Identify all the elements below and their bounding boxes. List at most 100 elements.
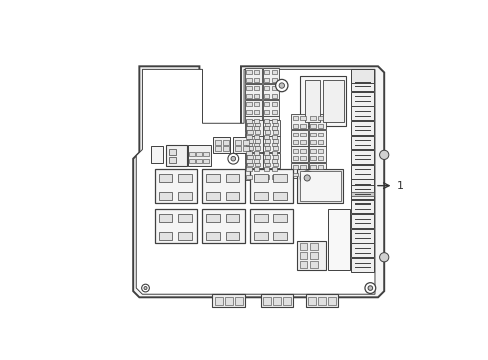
Bar <box>292 124 297 128</box>
Bar <box>264 119 269 122</box>
Bar <box>254 94 259 98</box>
Bar <box>254 163 260 166</box>
Bar <box>264 151 269 155</box>
Bar <box>273 174 286 182</box>
Bar <box>297 169 343 203</box>
Bar <box>246 147 252 150</box>
Bar <box>317 172 323 176</box>
Bar <box>246 167 251 171</box>
Bar <box>350 165 373 179</box>
Bar <box>206 232 220 239</box>
Bar <box>297 241 326 270</box>
Bar <box>264 86 269 90</box>
Bar <box>246 155 252 159</box>
Bar <box>299 252 306 259</box>
Bar <box>350 180 373 193</box>
Circle shape <box>300 171 313 185</box>
Bar <box>196 152 202 156</box>
Bar <box>292 172 297 176</box>
Bar <box>271 78 277 82</box>
Bar <box>244 84 261 99</box>
Bar <box>244 149 261 164</box>
Bar <box>299 243 306 249</box>
Bar <box>327 209 349 270</box>
Circle shape <box>279 83 284 88</box>
Bar <box>300 149 305 153</box>
Circle shape <box>275 80 287 92</box>
Bar <box>254 159 259 163</box>
Bar <box>317 149 323 153</box>
Bar <box>310 149 315 153</box>
Bar <box>264 167 269 171</box>
Bar <box>271 151 277 155</box>
Bar <box>264 103 269 106</box>
Circle shape <box>230 156 235 161</box>
Bar <box>310 243 317 249</box>
Bar <box>350 92 373 105</box>
Bar <box>246 94 251 98</box>
Bar <box>264 159 269 163</box>
Bar <box>305 294 337 307</box>
Bar <box>350 136 373 149</box>
Circle shape <box>379 253 388 262</box>
Bar <box>273 297 281 305</box>
Bar <box>178 192 191 199</box>
Bar <box>350 258 373 272</box>
Bar <box>242 147 248 151</box>
Bar <box>244 132 261 148</box>
Bar <box>264 139 270 143</box>
Bar <box>264 130 270 134</box>
Bar <box>272 163 277 166</box>
Bar <box>271 110 277 114</box>
Bar <box>264 110 269 114</box>
Bar <box>225 232 239 239</box>
Bar <box>292 165 297 169</box>
Bar <box>350 121 373 135</box>
Bar <box>264 70 269 74</box>
Bar <box>317 116 323 120</box>
Bar <box>262 132 279 148</box>
Bar <box>158 232 172 239</box>
Bar <box>300 124 305 128</box>
Bar <box>317 165 323 169</box>
Polygon shape <box>136 69 374 294</box>
Bar <box>264 126 269 130</box>
Bar <box>317 156 323 160</box>
Bar <box>254 192 267 199</box>
Bar <box>310 156 315 160</box>
Bar <box>250 209 292 243</box>
Bar <box>262 100 279 116</box>
Bar <box>271 135 277 139</box>
Bar <box>246 70 251 74</box>
Circle shape <box>304 175 310 181</box>
Circle shape <box>379 150 388 159</box>
Bar <box>310 116 315 120</box>
Bar <box>292 140 297 144</box>
Bar <box>283 297 290 305</box>
Bar <box>273 232 286 239</box>
Bar <box>310 132 315 136</box>
Bar <box>308 130 325 145</box>
Bar <box>206 214 220 222</box>
Bar <box>262 68 279 83</box>
Bar <box>350 194 373 208</box>
Bar <box>246 110 251 114</box>
Bar <box>272 122 277 126</box>
Bar <box>264 78 269 82</box>
Bar <box>310 172 315 176</box>
Bar <box>300 132 305 136</box>
Bar <box>322 80 344 122</box>
Bar <box>350 106 373 120</box>
Bar <box>271 103 277 106</box>
Bar <box>310 140 315 144</box>
Bar <box>310 165 315 169</box>
Bar <box>307 297 315 305</box>
Bar <box>246 122 252 126</box>
Bar <box>178 232 191 239</box>
Bar <box>254 122 260 126</box>
Bar <box>233 137 250 153</box>
Bar <box>246 78 251 82</box>
Bar <box>222 140 228 145</box>
Bar <box>254 232 267 239</box>
Bar <box>271 126 277 130</box>
